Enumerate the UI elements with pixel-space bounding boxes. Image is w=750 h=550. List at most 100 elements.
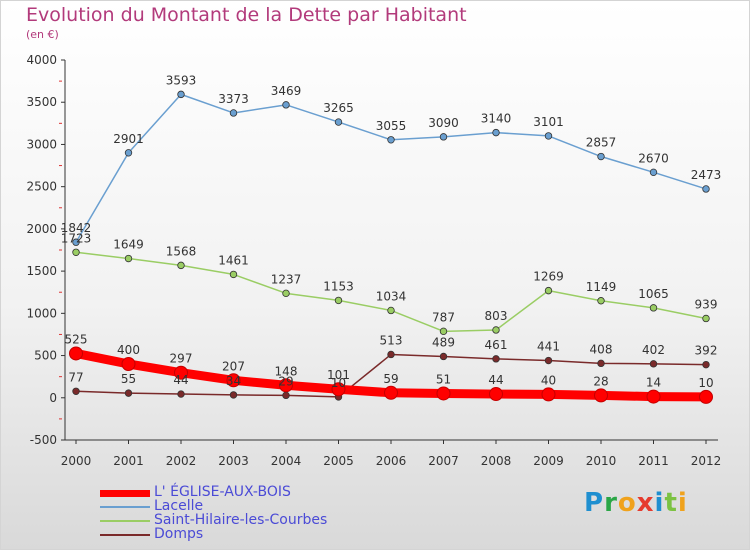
legend-swatch — [100, 506, 150, 508]
data-point — [334, 296, 343, 305]
legend-label: Domps — [154, 526, 204, 542]
data-point — [439, 327, 448, 336]
data-point — [649, 168, 658, 177]
data-point — [72, 238, 80, 246]
y-tick-label: -500 — [30, 433, 57, 447]
data-label: 939 — [695, 297, 718, 311]
x-tick-label: 2010 — [586, 454, 617, 468]
logo-letter: r — [604, 488, 618, 518]
x-tick-label: 2011 — [638, 454, 669, 468]
data-label: 441 — [537, 340, 560, 354]
data-point — [597, 359, 605, 368]
data-label: 3593 — [166, 73, 197, 87]
legend-label: Lacelle — [154, 498, 204, 514]
logo-letter: x — [636, 488, 655, 518]
data-label: 3055 — [376, 119, 407, 133]
data-point — [177, 261, 185, 270]
data-point — [124, 254, 133, 263]
legend-swatch — [100, 520, 150, 522]
x-tick-label: 2006 — [376, 454, 407, 468]
data-point — [489, 387, 503, 402]
logo-letter: P — [584, 488, 605, 518]
x-tick-label: 2000 — [61, 454, 92, 468]
data-label: 489 — [432, 335, 455, 349]
data-label: 1153 — [323, 279, 354, 293]
data-label: 402 — [642, 343, 665, 357]
data-label: 400 — [117, 343, 140, 357]
data-point — [492, 128, 500, 137]
data-label: 29 — [278, 374, 293, 388]
legend-label: Saint-Hilaire-les-Courbes — [154, 512, 328, 528]
data-label: 297 — [170, 352, 193, 366]
legend-swatch — [100, 490, 150, 497]
chart-subtitle: (en €) — [26, 28, 59, 41]
y-tick-label: 1500 — [26, 264, 57, 278]
data-label: 34 — [226, 374, 241, 388]
data-point — [177, 390, 185, 398]
data-point — [597, 297, 605, 305]
data-label: 207 — [222, 359, 245, 373]
data-point — [387, 136, 395, 144]
data-point — [69, 346, 83, 361]
data-label: 40 — [541, 373, 556, 387]
data-point — [541, 387, 556, 402]
data-point — [702, 314, 710, 323]
data-label: 3090 — [428, 116, 459, 130]
data-label: 148 — [275, 364, 298, 378]
data-label: 3101 — [533, 115, 564, 129]
data-point — [544, 132, 553, 140]
data-point — [492, 355, 500, 363]
data-label: 1034 — [376, 289, 407, 303]
x-tick-label: 2012 — [691, 454, 722, 468]
data-label: 461 — [485, 338, 508, 352]
proxiti-logo: Proxiti — [584, 488, 688, 518]
data-point — [439, 133, 448, 141]
data-label: 2670 — [638, 151, 669, 165]
y-tick-label: 500 — [34, 349, 57, 363]
data-label: 55 — [121, 372, 136, 386]
legend-swatch — [100, 534, 150, 536]
data-point — [492, 326, 500, 334]
data-label: 2901 — [113, 132, 144, 146]
logo-letter: t — [664, 488, 678, 518]
data-point — [544, 356, 553, 365]
data-point — [594, 388, 608, 403]
data-point — [229, 109, 238, 117]
logo-letter: o — [617, 488, 637, 518]
data-point — [229, 391, 238, 399]
data-label: 1649 — [113, 238, 144, 252]
data-point — [72, 387, 80, 395]
data-point — [334, 118, 343, 126]
data-point — [384, 385, 398, 400]
data-point — [649, 360, 658, 368]
data-label: 3265 — [323, 101, 354, 115]
data-label: 513 — [380, 333, 403, 347]
data-point — [646, 389, 661, 404]
y-tick-label: 0 — [49, 391, 57, 405]
data-label: 10 — [331, 376, 346, 390]
data-label: 1149 — [586, 280, 617, 294]
data-point — [282, 289, 290, 298]
data-label: 1237 — [271, 272, 302, 286]
data-label: 44 — [173, 373, 188, 387]
data-label: 3469 — [271, 84, 302, 98]
data-point — [282, 391, 290, 400]
data-point — [229, 270, 238, 279]
x-tick-label: 2004 — [271, 454, 302, 468]
data-label: 2473 — [691, 168, 722, 182]
data-label: 14 — [646, 376, 661, 390]
data-point — [279, 378, 293, 393]
y-tick-label: 4000 — [26, 53, 57, 67]
data-point — [544, 286, 553, 295]
data-point — [124, 149, 133, 157]
data-label: 392 — [695, 344, 718, 358]
series-line — [75, 93, 707, 243]
data-label: 44 — [488, 373, 503, 387]
data-point — [331, 382, 346, 397]
y-tick-label: 2000 — [26, 222, 57, 236]
data-point — [124, 389, 133, 397]
data-point — [121, 357, 136, 371]
data-label: 10 — [698, 376, 713, 390]
logo-letter: i — [677, 488, 688, 518]
